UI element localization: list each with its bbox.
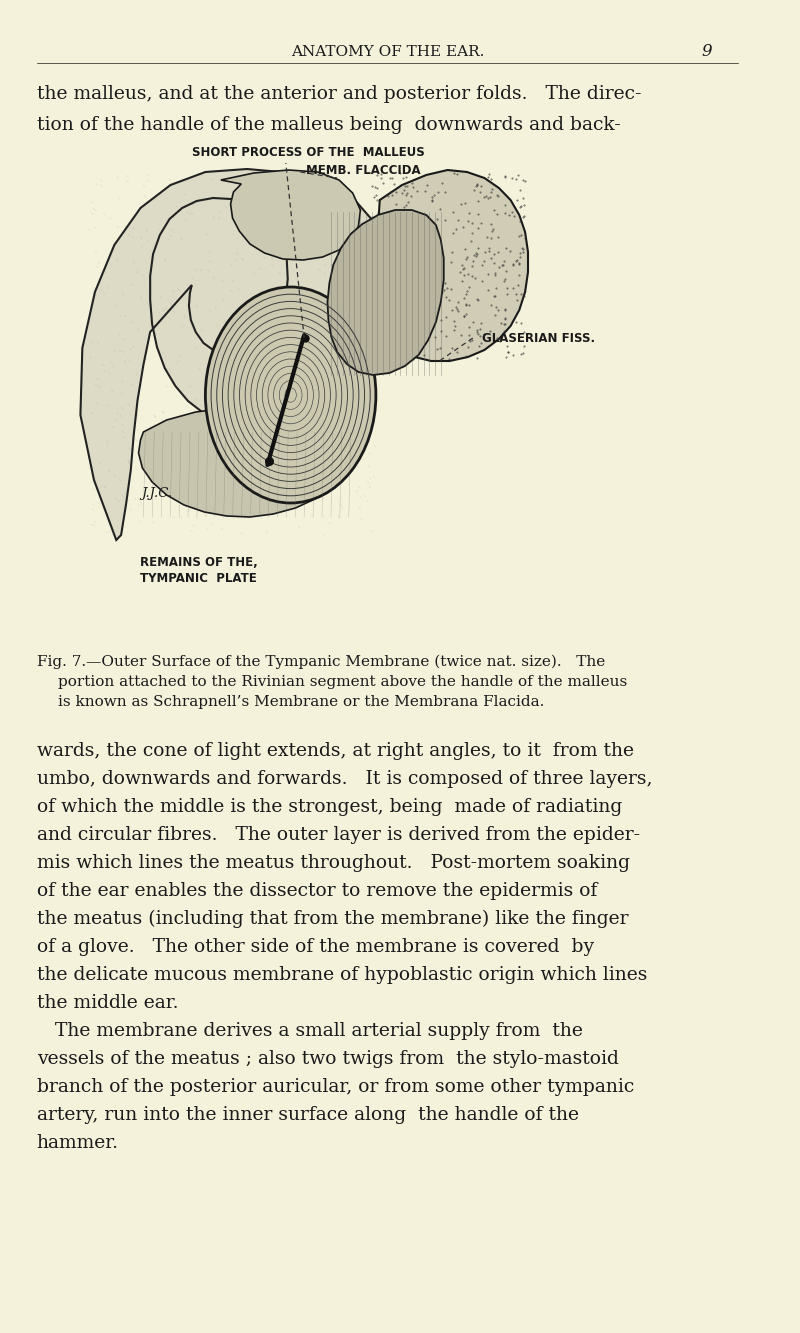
Text: portion attached to the Rivinian segment above the handle of the malleus: portion attached to the Rivinian segment…: [58, 674, 627, 689]
Text: MEMB. FLACCIDA: MEMB. FLACCIDA: [306, 164, 421, 176]
Text: is known as Schrapnell’s Membrane or the Membrana Flacida.: is known as Schrapnell’s Membrane or the…: [58, 694, 545, 709]
Text: Fig. 7.—Outer Surface of the Tympanic Membrane (twice nat. size).   The: Fig. 7.—Outer Surface of the Tympanic Me…: [37, 655, 605, 669]
Polygon shape: [366, 171, 528, 361]
Text: branch of the posterior auricular, or from some other tympanic: branch of the posterior auricular, or fr…: [37, 1078, 634, 1096]
Text: artery, run into the inner surface along  the handle of the: artery, run into the inner surface along…: [37, 1106, 579, 1124]
Text: The membrane derives a small arterial supply from  the: The membrane derives a small arterial su…: [37, 1022, 582, 1040]
Text: REMAINS OF THE,: REMAINS OF THE,: [140, 556, 258, 569]
Text: of the ear enables the dissector to remove the epidermis of: of the ear enables the dissector to remo…: [37, 882, 597, 900]
Text: vessels of the meatus ; also two twigs from  the stylo-mastoid: vessels of the meatus ; also two twigs f…: [37, 1050, 618, 1068]
Text: 9: 9: [702, 44, 713, 60]
Text: tion of the handle of the malleus being  downwards and back-: tion of the handle of the malleus being …: [37, 116, 621, 135]
Text: wards, the cone of light extends, at right angles, to it  from the: wards, the cone of light extends, at rig…: [37, 742, 634, 760]
Text: J.J.C.: J.J.C.: [142, 487, 173, 500]
Polygon shape: [221, 171, 360, 260]
Text: of a glove.   The other side of the membrane is covered  by: of a glove. The other side of the membra…: [37, 938, 594, 956]
Polygon shape: [81, 169, 384, 540]
Text: TYMPANIC  PLATE: TYMPANIC PLATE: [140, 572, 257, 584]
Text: of which the middle is the strongest, being  made of radiating: of which the middle is the strongest, be…: [37, 798, 622, 816]
Text: SHORT PROCESS OF THE  MALLEUS: SHORT PROCESS OF THE MALLEUS: [192, 145, 425, 159]
Text: the delicate mucous membrane of hypoblastic origin which lines: the delicate mucous membrane of hypoblas…: [37, 966, 647, 984]
Text: GLASERIAN FISS.: GLASERIAN FISS.: [482, 332, 595, 344]
Text: ANATOMY OF THE EAR.: ANATOMY OF THE EAR.: [291, 45, 484, 59]
Polygon shape: [138, 407, 350, 517]
Text: hammer.: hammer.: [37, 1134, 119, 1152]
Text: umbo, downwards and forwards.   It is composed of three layers,: umbo, downwards and forwards. It is comp…: [37, 770, 652, 788]
Text: the middle ear.: the middle ear.: [37, 994, 178, 1012]
Polygon shape: [327, 211, 444, 375]
Text: the malleus, and at the anterior and posterior folds.   The direc-: the malleus, and at the anterior and pos…: [37, 85, 642, 103]
Text: and circular fibres.   The outer layer is derived from the epider-: and circular fibres. The outer layer is …: [37, 826, 640, 844]
Text: the meatus (including that from the membrane) like the finger: the meatus (including that from the memb…: [37, 910, 628, 928]
Ellipse shape: [206, 287, 376, 503]
Text: mis which lines the meatus throughout.   Post-mortem soaking: mis which lines the meatus throughout. P…: [37, 854, 630, 872]
